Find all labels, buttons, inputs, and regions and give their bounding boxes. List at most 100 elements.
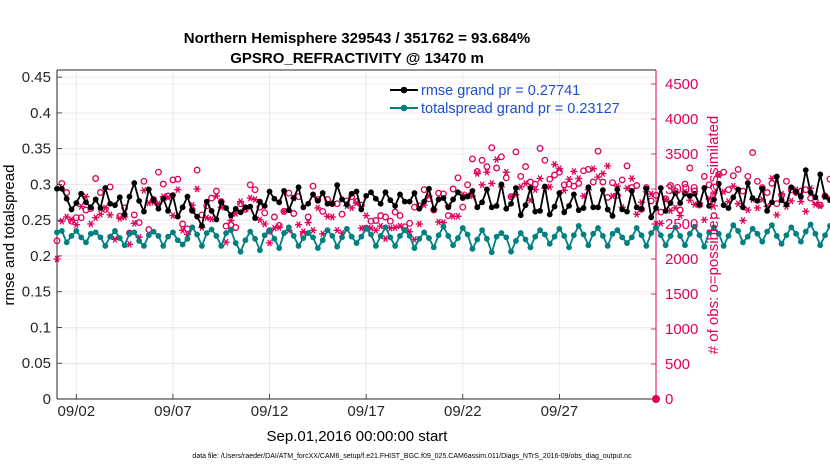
totalspread-point <box>778 240 785 247</box>
rmse-point <box>706 202 713 209</box>
totalspread-point <box>343 225 350 232</box>
rmse-point <box>585 184 592 191</box>
totalspread-point <box>97 234 104 241</box>
possible-obs-point <box>212 187 220 195</box>
possible-obs-point <box>633 182 641 189</box>
assimilated-obs-point <box>222 238 230 246</box>
possible-obs-point <box>468 155 476 163</box>
totalspread-point <box>58 228 65 234</box>
assimilated-obs-point <box>729 182 737 190</box>
assimilated-obs-point <box>63 213 71 221</box>
rmse-point <box>228 212 234 219</box>
x-axis-label: Sep.01,2016 00:00:00 start <box>267 428 449 445</box>
rmse-point <box>290 195 297 201</box>
rmse-point <box>744 180 751 186</box>
assimilated-obs-point <box>492 156 501 164</box>
totalspread-point <box>754 230 761 237</box>
possible-obs-point <box>493 164 501 172</box>
rmse-point <box>802 167 809 174</box>
totalspread-point <box>184 235 191 242</box>
possible-obs-point <box>159 180 167 188</box>
right-tick-label: 2000 <box>665 251 698 268</box>
totalspread-point <box>232 240 239 246</box>
possible-obs-point <box>575 179 583 187</box>
totalspread-point <box>252 235 258 242</box>
totalspread-point <box>271 235 278 242</box>
totalspread-point <box>798 238 804 245</box>
assimilated-obs-point <box>633 210 641 218</box>
x-tick-label: 09/02 <box>58 403 96 420</box>
data-file-footer: data file: /Users/raeder/DAI/ATM_forcXX/… <box>192 453 632 460</box>
possible-obs-point <box>560 181 568 189</box>
totalspread-point <box>580 231 587 238</box>
rmse-point <box>319 190 326 196</box>
totalspread-point <box>445 233 452 239</box>
totalspread-point <box>401 227 408 234</box>
rmse-point <box>498 181 505 188</box>
possible-obs-point <box>386 217 394 225</box>
totalspread-point <box>189 224 196 231</box>
totalspread-point <box>179 241 186 248</box>
possible-obs-point <box>97 189 104 196</box>
possible-obs-point <box>551 171 559 179</box>
totalspread-point <box>561 233 568 239</box>
right-tick-label: 1000 <box>665 321 698 338</box>
series-rmse <box>54 167 830 229</box>
rmse-point <box>155 205 162 212</box>
totalspread-point <box>170 229 176 236</box>
assimilated-obs-point <box>116 214 124 222</box>
totalspread-point <box>701 243 708 250</box>
totalspread-point <box>348 233 355 240</box>
rmse-point <box>194 213 200 220</box>
possible-obs-point <box>522 163 530 171</box>
rmse-point <box>725 205 732 211</box>
assimilated-obs-point <box>294 221 303 229</box>
assimilated-obs-point <box>802 207 810 215</box>
rmse-point <box>387 197 394 204</box>
rmse-point <box>822 193 828 200</box>
rmse-point <box>798 193 804 200</box>
rmse-point <box>348 190 355 197</box>
rmse-point <box>87 204 94 211</box>
totalspread-point <box>802 228 809 235</box>
rmse-point <box>165 207 172 214</box>
rmse-point <box>305 200 312 207</box>
possible-obs-point <box>623 162 631 170</box>
totalspread-point <box>711 224 717 231</box>
assimilated-obs-point <box>744 206 752 214</box>
rmse-point <box>522 202 529 209</box>
rmse-point <box>551 203 558 210</box>
totalspread-point <box>213 233 220 239</box>
totalspread-point <box>474 236 481 243</box>
assimilated-obs-point <box>309 226 317 234</box>
rmse-point <box>638 205 645 212</box>
possible-obs-point <box>584 165 592 173</box>
rmse-point <box>184 193 191 200</box>
rmse-point <box>643 185 650 192</box>
assimilated-obs-point <box>391 224 399 231</box>
totalspread-point <box>397 233 403 239</box>
totalspread-point <box>276 245 283 251</box>
assimilated-obs-point <box>348 204 356 212</box>
x-tick-label: 09/22 <box>444 403 482 420</box>
totalspread-point <box>382 224 389 231</box>
rmse-point <box>179 204 186 211</box>
totalspread-point <box>247 228 254 235</box>
rmse-point <box>358 206 365 213</box>
possible-obs-point <box>749 149 757 157</box>
left-tick-label: 0.4 <box>30 105 51 122</box>
possible-obs-point <box>725 186 732 194</box>
left-tick-label: 0.25 <box>22 212 51 229</box>
assimilated-obs-point <box>816 202 824 210</box>
totalspread-point <box>590 230 597 237</box>
possible-obs-point <box>744 172 752 180</box>
totalspread-point <box>102 243 109 249</box>
rmse-point <box>556 190 563 196</box>
possible-obs-point <box>531 180 539 188</box>
totalspread-point <box>237 248 244 255</box>
totalspread-point <box>735 228 742 234</box>
totalspread-point <box>551 233 558 240</box>
right-tick-label: 500 <box>665 356 690 373</box>
possible-obs-point <box>246 181 254 189</box>
totalspread-point <box>822 232 828 239</box>
